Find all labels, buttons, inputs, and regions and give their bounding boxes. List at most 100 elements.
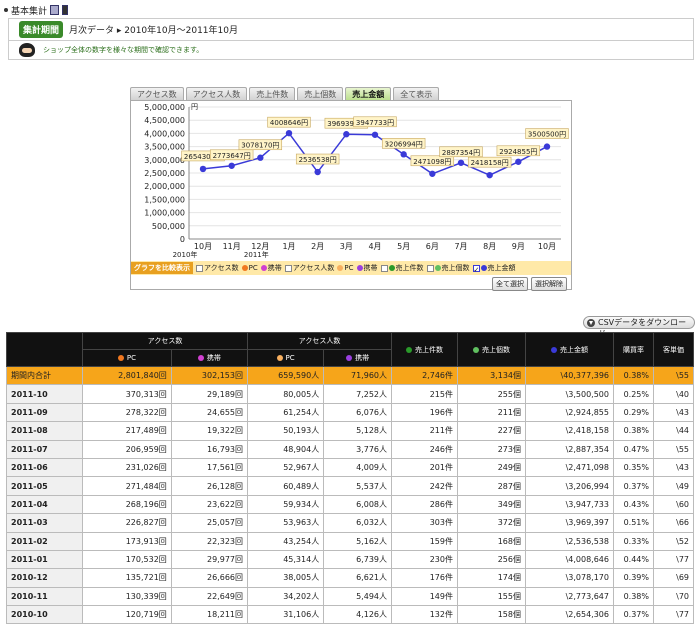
table-cell: 0.44% <box>613 549 654 570</box>
table-cell: 217,489回 <box>82 421 172 441</box>
table-cell: 26,128回 <box>170 476 249 496</box>
y-tick-label: 1,500,000 <box>144 195 185 204</box>
table-cell: 132件 <box>391 605 458 625</box>
legend-access-pc: PC <box>241 264 258 272</box>
tab-sales-count[interactable]: 売上件数 <box>249 87 296 101</box>
data-point <box>343 131 350 138</box>
x-tick-label: 7月 <box>454 242 467 251</box>
table-cell: 256個 <box>457 549 526 570</box>
data-point <box>429 170 436 177</box>
tab-access-people[interactable]: アクセス人数 <box>185 87 248 101</box>
data-label-box <box>209 149 254 161</box>
select-all-button[interactable]: 全て選択 <box>492 277 528 291</box>
x-tick-label: 2月 <box>311 242 324 251</box>
table-cell: 22,649回 <box>170 586 249 607</box>
period-text: 月次データ ▸ 2010年10月～2011年10月 <box>69 26 238 36</box>
data-label-box <box>496 145 541 157</box>
table-cell: 302,153回 <box>170 365 249 386</box>
table-cell: 0.37% <box>613 476 654 496</box>
table-cell: 25,057回 <box>170 513 249 533</box>
data-label-box <box>381 138 426 149</box>
table-cell: 246件 <box>391 439 458 459</box>
y-tick-label: 5,000,000 <box>144 103 185 112</box>
checkbox-checked-icon[interactable]: ✓ <box>472 264 480 274</box>
row-label: 2011-04 <box>6 494 83 515</box>
table-cell: 303件 <box>391 513 458 533</box>
x-tick-label: 12月 <box>251 242 269 251</box>
legend-people-mobile: 携帯 <box>356 263 378 273</box>
header-sales-count: 売上件数 <box>391 332 458 367</box>
header-sales-units: 売上個数 <box>457 332 526 367</box>
deselect-button[interactable]: 選択解除 <box>531 277 567 291</box>
table-cell: 287個 <box>457 476 526 496</box>
table-cell: \2,887,354 <box>525 439 614 459</box>
table-cell: 52,967人 <box>246 457 325 478</box>
data-point <box>457 159 465 166</box>
legend-sales-amount[interactable]: ✓ 売上金額 <box>472 264 516 274</box>
header-access-mobile: 携帯 <box>170 349 249 367</box>
table-cell: 22,323回 <box>170 531 249 551</box>
tab-show-all[interactable]: 全て表示 <box>393 87 440 101</box>
table-cell: 231,026回 <box>82 457 172 478</box>
table-cell: \40,377,396 <box>525 365 614 386</box>
table-cell: 211個 <box>457 402 526 423</box>
table-cell: 268,196回 <box>82 494 172 515</box>
page-title: 基本集計 <box>11 6 48 17</box>
checkbox-icon[interactable] <box>196 264 203 272</box>
row-label: 期間内合計 <box>6 365 83 386</box>
dot-icon <box>356 265 363 271</box>
table-cell: 6,008人 <box>323 494 392 515</box>
table-cell: 5,128人 <box>323 421 392 441</box>
table-cell: 0.38% <box>613 421 654 441</box>
x-tick-label: 11月 <box>223 242 241 251</box>
table-cell: 4,009人 <box>323 457 392 478</box>
table-cell: 170,532回 <box>82 549 172 570</box>
data-label-box <box>238 139 283 151</box>
table-cell: 168個 <box>457 531 526 551</box>
row-label: 2011-01 <box>6 549 83 570</box>
y-tick-label: 4,500,000 <box>144 116 185 125</box>
checkbox-icon[interactable] <box>426 264 434 272</box>
tab-access[interactable]: アクセス数 <box>130 87 184 101</box>
csv-download-button[interactable]: CSVデータをダウンロード <box>583 316 695 338</box>
dot-icon <box>117 355 124 361</box>
data-label: 3947733円 <box>356 119 394 127</box>
table-cell: 6,739人 <box>323 549 392 570</box>
table-cell: 61,254人 <box>246 402 325 423</box>
header-access-pc: PC <box>82 349 172 367</box>
table-cell: 0.37% <box>613 605 654 625</box>
x-tick-label: 8月 <box>483 242 496 251</box>
legend-access[interactable]: アクセス数 <box>196 263 239 273</box>
legend-people[interactable]: アクセス人数 <box>284 263 334 273</box>
table-cell: 31,106人 <box>246 605 325 625</box>
sales-line-chart: 0 500,000 1,000,000 1,500,000 2,000,000 2,500… <box>144 103 569 259</box>
table-cell: 50,193人 <box>246 421 325 441</box>
table-cell: \77 <box>653 605 694 625</box>
table-cell: 45,314人 <box>246 549 325 570</box>
table-cell: 60,489人 <box>246 476 325 496</box>
dot-icon <box>337 265 344 271</box>
checkbox-icon[interactable] <box>380 264 388 272</box>
tab-sales-units[interactable]: 売上個数 <box>297 87 344 101</box>
table-cell: 174個 <box>457 568 526 588</box>
data-label-box <box>295 153 340 165</box>
legend-sales-count[interactable]: 売上件数 <box>380 263 424 273</box>
table-row: 2011-04 268,196回 23,622回 59,934人 6,008人 286件 3… <box>6 494 694 515</box>
table-cell: 149件 <box>391 586 458 607</box>
checkbox-icon[interactable] <box>284 264 292 272</box>
table-row: 2011-09 278,322回 24,655回 61,254人 6,076人 196件 2… <box>6 402 694 423</box>
table-cell: 6,621人 <box>323 568 392 588</box>
row-label: 2011-08 <box>6 421 83 441</box>
data-label-box <box>353 116 397 128</box>
table-cell: 18,211回 <box>170 605 249 625</box>
legend-sales-units[interactable]: 売上個数 <box>426 263 470 273</box>
table-cell: \66 <box>653 513 694 533</box>
table-cell: \52 <box>653 531 694 551</box>
download-arrow-icon <box>587 319 595 327</box>
table-cell: \2,924,855 <box>525 402 614 423</box>
data-label: 2536538円 <box>299 156 337 164</box>
y-tick-label: 2,500,000 <box>144 169 185 178</box>
dot-icon <box>276 355 283 361</box>
tab-sales-amount[interactable]: 売上金額 <box>345 87 392 101</box>
data-label: 2654306円 <box>184 153 222 161</box>
